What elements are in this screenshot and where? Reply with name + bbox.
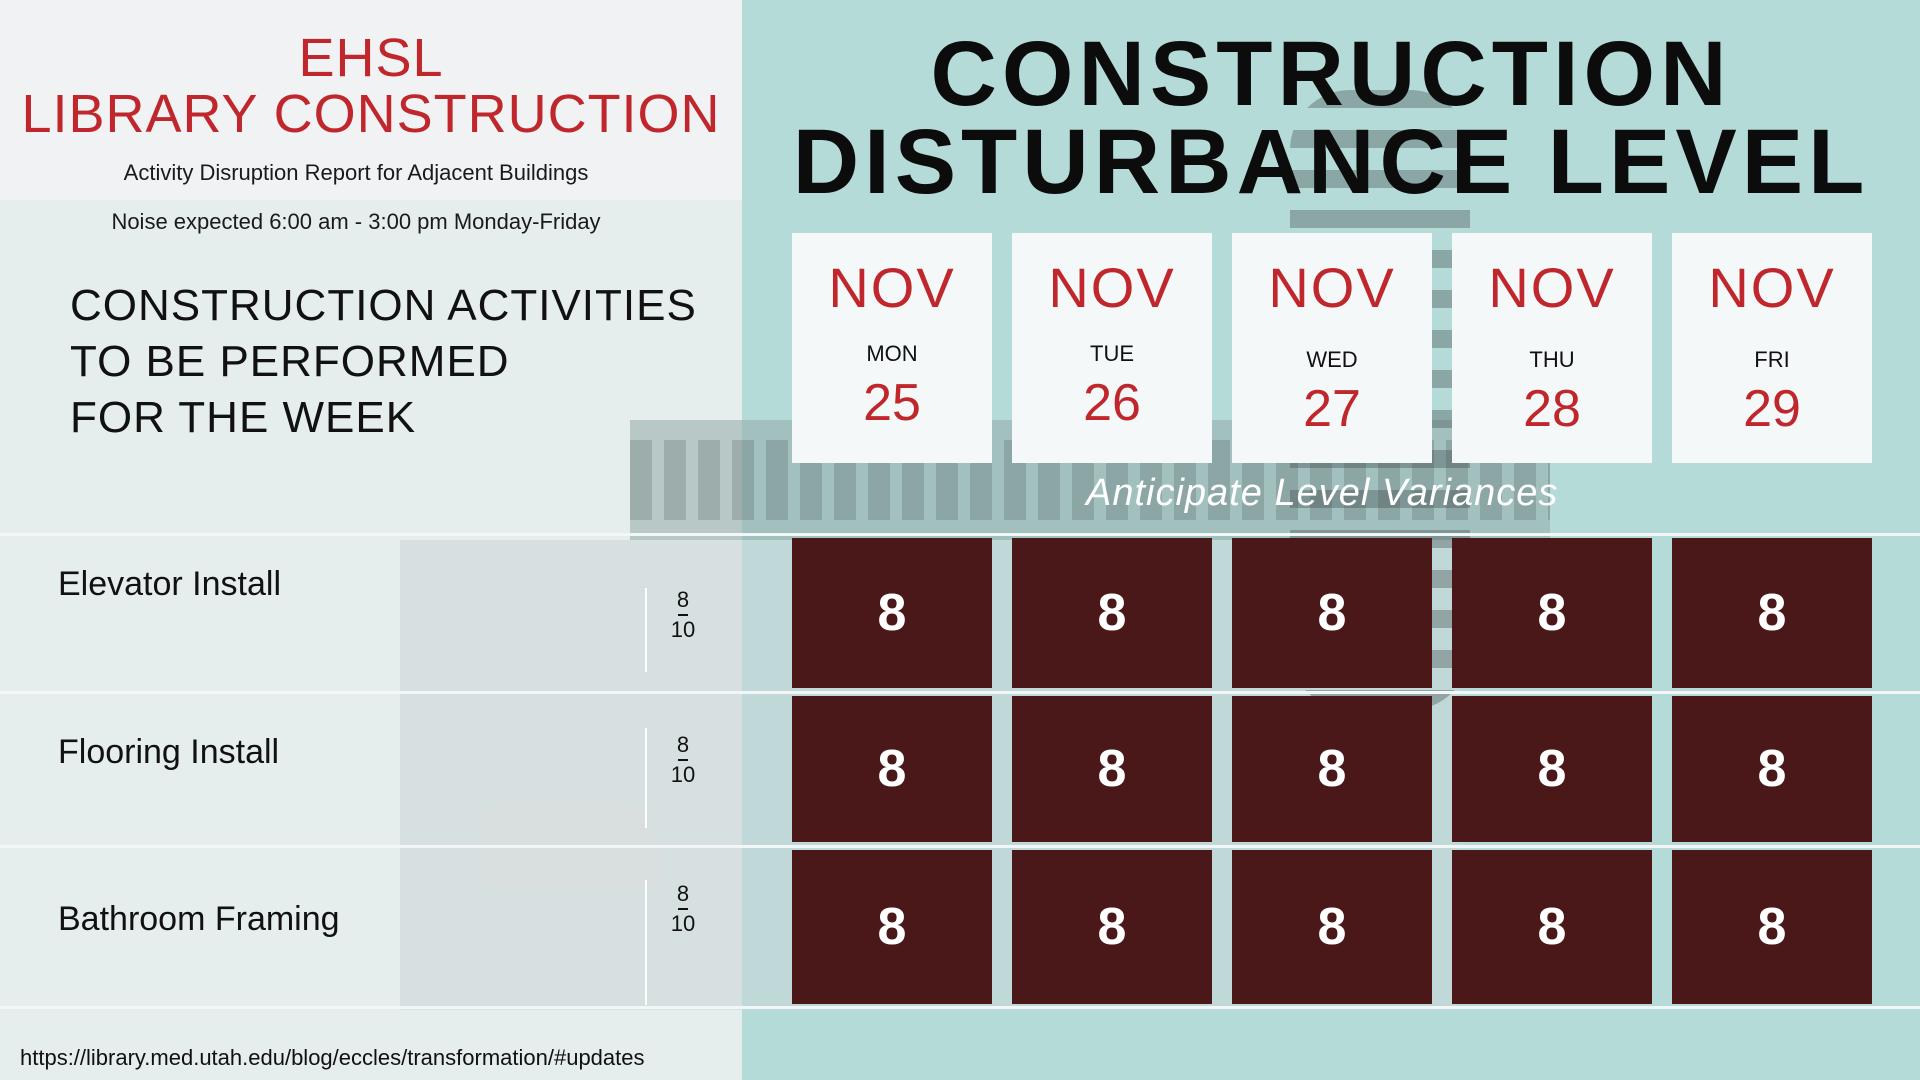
date-month: NOV: [828, 256, 956, 319]
scale-fraction-bar: [678, 908, 688, 910]
row-divider: [0, 1006, 1920, 1009]
level-cell: 8: [1452, 850, 1652, 1004]
activities-heading-line: CONSTRUCTION ACTIVITIES: [70, 281, 697, 330]
date-month: NOV: [1708, 256, 1836, 319]
activity-label: Elevator Install: [58, 565, 281, 603]
level-cell: 8: [792, 538, 992, 688]
date-number: 25: [863, 374, 921, 432]
scale-fraction-bar: [678, 759, 688, 761]
main-title-line: CONSTRUCTION: [930, 23, 1732, 125]
date-weekday: MON: [866, 341, 918, 366]
level-cell: 8: [792, 696, 992, 842]
main-title: CONSTRUCTION DISTURBANCE LEVEL: [742, 23, 1920, 213]
date-number: 28: [1523, 380, 1581, 438]
scale-top: 8: [676, 732, 690, 757]
date-card-wed: NOV WED 27: [1232, 233, 1432, 463]
scale-top: 8: [676, 587, 690, 612]
date-card-thu: NOV THU 28: [1452, 233, 1652, 463]
level-scale: 8 10: [668, 882, 698, 936]
noise-note: Noise expected 6:00 am - 3:00 pm Monday-…: [111, 209, 601, 234]
activities-heading: CONSTRUCTION ACTIVITIES TO BE PERFORMED …: [70, 278, 710, 446]
left-header-background: [0, 0, 742, 200]
date-month: NOV: [1268, 256, 1396, 319]
level-cell: 8: [1672, 696, 1872, 842]
main-title-line: DISTURBANCE LEVEL: [792, 111, 1870, 213]
header-title-line2: LIBRARY CONSTRUCTION: [21, 84, 721, 144]
row-divider: [0, 845, 1920, 848]
scale-divider: [645, 728, 647, 828]
level-cell: 8: [1672, 850, 1872, 1004]
level-cell: 8: [1012, 850, 1212, 1004]
activities-heading-line: TO BE PERFORMED: [70, 337, 510, 386]
date-card-fri: NOV FRI 29: [1672, 233, 1872, 463]
date-month: NOV: [1048, 256, 1176, 319]
level-scale: 8 10: [668, 733, 698, 787]
level-cell: 8: [1232, 538, 1432, 688]
date-number: 27: [1303, 380, 1361, 438]
scale-top: 8: [676, 881, 690, 906]
header-title-line1: EHSL: [298, 28, 444, 88]
activity-label: Bathroom Framing: [58, 900, 340, 938]
level-cell: 8: [1012, 696, 1212, 842]
scale-divider: [645, 588, 647, 672]
level-cell: 8: [792, 850, 992, 1004]
scale-bottom: 10: [670, 617, 696, 642]
level-cell: 8: [1012, 538, 1212, 688]
scale-bottom: 10: [670, 911, 696, 936]
variance-note: Anticipate Level Variances: [1086, 472, 1559, 514]
level-scale: 8 10: [668, 588, 698, 642]
row-divider: [0, 533, 1920, 536]
date-weekday: FRI: [1754, 347, 1790, 372]
header-subtitle: Activity Disruption Report for Adjacent …: [123, 160, 589, 185]
scale-divider: [645, 880, 647, 1005]
date-month: NOV: [1488, 256, 1616, 319]
date-number: 29: [1743, 380, 1801, 438]
scale-bottom: 10: [670, 762, 696, 787]
level-cell: 8: [1672, 538, 1872, 688]
scale-fraction-bar: [678, 614, 688, 616]
level-cell: 8: [1232, 696, 1432, 842]
footer-url[interactable]: https://library.med.utah.edu/blog/eccles…: [20, 1045, 645, 1070]
activity-label: Flooring Install: [58, 733, 280, 771]
date-card-mon: NOV MON 25: [792, 233, 992, 463]
date-number: 26: [1083, 374, 1141, 432]
level-cell: 8: [1232, 850, 1432, 1004]
date-weekday: TUE: [1090, 341, 1134, 366]
level-cell: 8: [1452, 538, 1652, 688]
level-cell: 8: [1452, 696, 1652, 842]
date-weekday: WED: [1306, 347, 1358, 372]
activities-heading-line: FOR THE WEEK: [70, 393, 417, 442]
date-weekday: THU: [1529, 347, 1575, 372]
date-card-tue: NOV TUE 26: [1012, 233, 1212, 463]
row-divider: [0, 691, 1920, 694]
